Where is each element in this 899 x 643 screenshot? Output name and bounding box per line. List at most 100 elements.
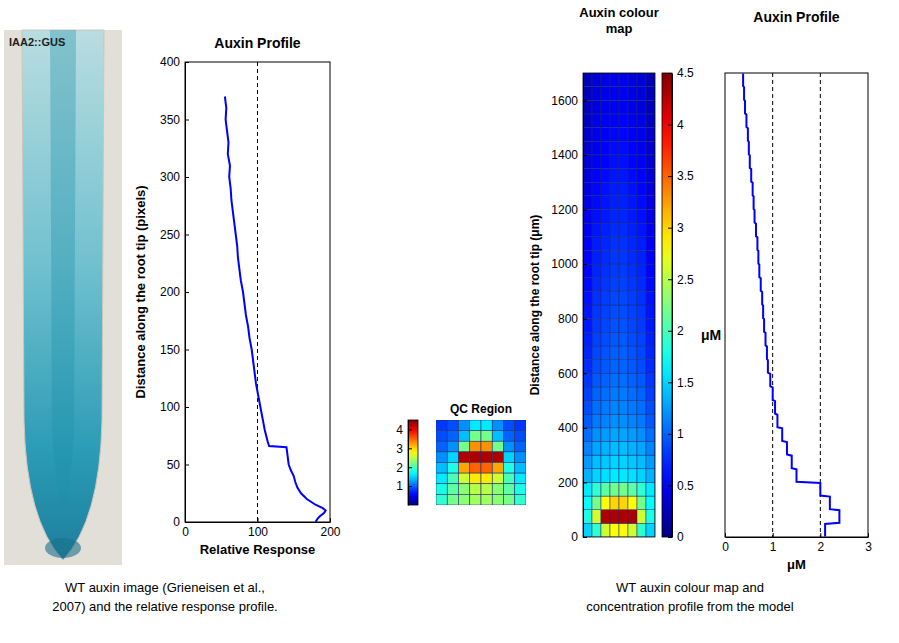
heatmap-cell <box>610 346 619 360</box>
heatmap-cell <box>637 441 646 455</box>
heatmap-cell <box>646 73 655 87</box>
heatmap-cell <box>637 523 646 537</box>
tick-label: 2.5 <box>677 273 694 287</box>
heatmap-cell <box>601 482 610 496</box>
tick-label: 4 <box>677 118 684 132</box>
tick-mark <box>583 428 587 429</box>
heatmap-cell <box>610 414 619 428</box>
y-axis: 050100150200250300350400 <box>160 55 189 529</box>
heatmap-cell <box>646 155 655 169</box>
tick-mark <box>408 429 412 430</box>
tick-label: 4.5 <box>677 66 694 80</box>
heatmap-cell <box>601 510 610 524</box>
heatmap-cell <box>610 469 619 483</box>
tick-label: 0 <box>677 530 684 544</box>
tick-label: 100 <box>248 525 268 539</box>
heatmap-cell <box>628 141 637 155</box>
heatmap-cell <box>619 332 628 346</box>
tick-mark <box>583 264 587 265</box>
heatmap-cell <box>619 182 628 196</box>
tick-mark <box>583 100 587 101</box>
heatmap-cell <box>470 441 481 452</box>
heatmap-cell <box>436 420 447 431</box>
heatmap-cell <box>504 494 515 505</box>
heatmap-cell <box>459 463 470 474</box>
heatmap-cell <box>436 473 447 484</box>
tick: 1 <box>396 479 412 493</box>
tick: 200 <box>160 285 189 299</box>
heatmap-cell <box>637 482 646 496</box>
tick-mark <box>185 120 189 121</box>
tick-mark <box>668 228 672 229</box>
tick: 1200 <box>551 203 587 217</box>
tick: 0.5 <box>668 479 694 493</box>
heatmap-cell <box>610 332 619 346</box>
heatmap-cell <box>619 441 628 455</box>
heatmap-cell <box>646 182 655 196</box>
heatmap-cell <box>592 455 601 469</box>
heatmap-cell <box>637 73 646 87</box>
heatmap-cell <box>646 360 655 374</box>
tick-mark <box>668 73 672 74</box>
heatmap-cell <box>492 473 503 484</box>
heatmap-cell <box>601 237 610 251</box>
tick: 0 <box>173 515 189 529</box>
heatmap-cell <box>492 441 503 452</box>
heatmap-cell <box>619 155 628 169</box>
tick-label: 0 <box>173 515 180 529</box>
tick-label: 250 <box>160 228 180 242</box>
heatmap-cell <box>610 155 619 169</box>
heatmap-cell <box>619 428 628 442</box>
y-axis: 02004006008001000120014001600 <box>551 74 587 545</box>
tick-label: 4 <box>396 423 403 437</box>
chart-title: Auxin Profile <box>214 35 301 51</box>
heatmap-cell <box>481 452 492 463</box>
heatmap-cell <box>646 469 655 483</box>
colorbar <box>662 73 672 537</box>
heatmap-cell <box>492 452 503 463</box>
heatmap-cell <box>601 169 610 183</box>
heatmap-cell <box>646 346 655 360</box>
tick: 0 <box>668 530 684 544</box>
heatmap-cell <box>619 209 628 223</box>
heatmap-cell <box>492 431 503 442</box>
heatmap-cell <box>583 360 592 374</box>
heatmap-cell <box>646 482 655 496</box>
heatmap-cell <box>601 523 610 537</box>
tick-label: 0.5 <box>677 479 694 493</box>
heatmap-cell <box>515 452 526 463</box>
heatmap-cell <box>628 482 637 496</box>
heatmap-cell <box>646 414 655 428</box>
tick: 400 <box>558 421 587 435</box>
tick-label: 2 <box>677 324 684 338</box>
heatmap-cell <box>610 428 619 442</box>
heatmap-cell <box>492 463 503 474</box>
tick-mark <box>668 331 672 332</box>
tick-mark <box>408 486 412 487</box>
heatmap-cell <box>592 141 601 155</box>
heatmap-cell <box>646 209 655 223</box>
heatmap-cell <box>436 463 447 474</box>
profile-line <box>225 97 326 523</box>
heatmap-cell <box>637 237 646 251</box>
tick: 4 <box>396 423 412 437</box>
heatmap-cell <box>592 155 601 169</box>
image-label: IAA2::GUS <box>9 36 65 48</box>
heatmap-cell <box>447 494 458 505</box>
heatmap-cell <box>601 319 610 333</box>
heatmap-cell <box>637 319 646 333</box>
tick: 3.5 <box>668 169 694 183</box>
heatmap-cell <box>637 455 646 469</box>
heatmap-cell <box>628 100 637 114</box>
heatmap-cell <box>646 455 655 469</box>
heatmap-cell <box>592 114 601 128</box>
heatmap-cell <box>610 264 619 278</box>
heatmap-cell <box>619 73 628 87</box>
heatmap-cell <box>515 441 526 452</box>
heatmap-cells <box>436 420 526 505</box>
heatmap-cell <box>646 373 655 387</box>
heatmap-cell <box>610 209 619 223</box>
tick: 200 <box>558 476 587 490</box>
plot-area <box>225 62 326 522</box>
heatmap-cell <box>619 360 628 374</box>
